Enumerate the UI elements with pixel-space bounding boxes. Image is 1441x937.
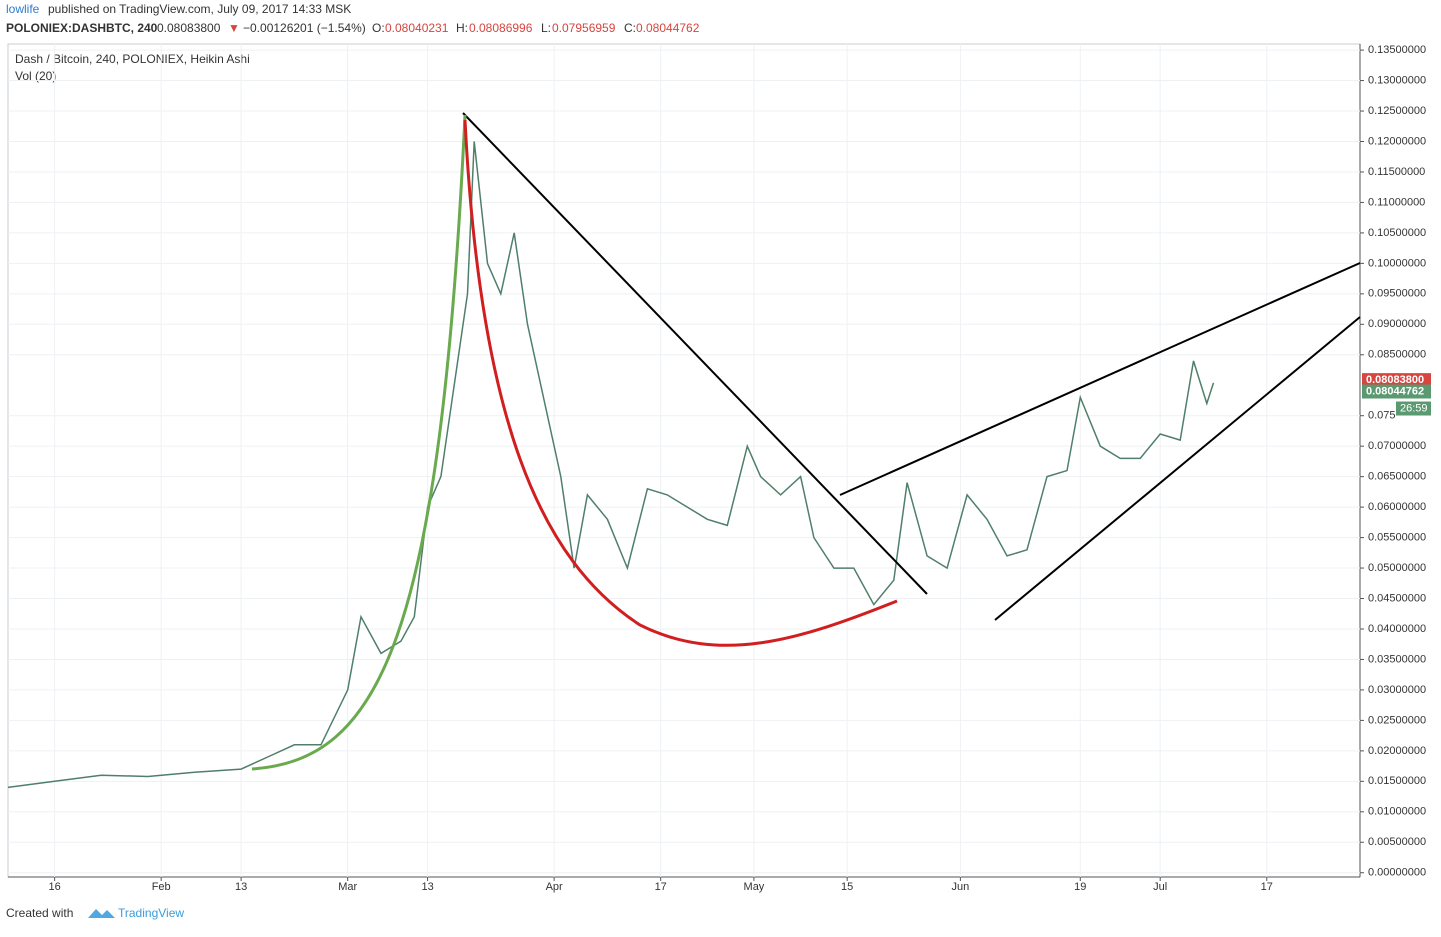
y-tick-label: 0.01000000 [1368,806,1426,818]
x-tick-label: 13 [235,881,247,893]
close: 0.08044762 [636,21,700,35]
y-tick-label: 0.11000000 [1368,196,1425,208]
x-tick-label: 19 [1074,881,1086,893]
x-tick-label: 16 [48,881,60,893]
trend-line [839,262,1361,496]
header: lowlife published on TradingView.com, Ju… [6,2,700,35]
y-tick-label: 0.13000000 [1368,74,1426,86]
cup-curve [463,119,898,647]
high-label: H: [456,21,468,35]
y-tick-label: 0.00000000 [1368,867,1426,879]
low: 0.07956959 [552,21,616,35]
y-tick-label: 0.06500000 [1368,471,1426,483]
y-tick-label: 0.10000000 [1368,257,1426,269]
marks [7,141,1215,789]
x-tick-label: May [744,881,765,893]
y-tick-label: 0.04000000 [1368,623,1426,635]
drawings [251,112,1361,771]
grid [8,44,1360,877]
x-tick-label: Mar [338,881,357,893]
y-tick-label: 0.02000000 [1368,745,1426,757]
trend-line [994,316,1361,621]
y-tick-label: 0.075 [1368,410,1396,422]
x-tick-label: Apr [546,881,563,893]
x-tick-label: Feb [152,881,171,893]
price-line [7,141,1215,789]
countdown-box [1396,401,1431,416]
symbol: POLONIEX:DASHBTC, 240 [6,21,158,35]
y-tick-label: 0.06000000 [1368,501,1426,513]
change-arrow: ▼ [228,21,240,35]
y-tick-label: 0.09500000 [1368,288,1426,300]
y-tick-label: 0.10500000 [1368,227,1426,239]
y-tick-label: 0.05000000 [1368,562,1426,574]
volume-label: Vol (20) [15,69,56,83]
y-tick-label: 0.07000000 [1368,440,1426,452]
y-tick-label: 0.00500000 [1368,836,1426,848]
x-tick-label: 13 [421,881,433,893]
price-label: 0.08044762 [1366,385,1424,397]
price-label-box [1362,373,1431,388]
x-tick-label: 15 [841,881,853,893]
y-tick-label: 0.12000000 [1368,135,1426,147]
footer-bg [0,898,1441,932]
created-with: Created with [6,906,73,920]
low-label: L: [541,21,551,35]
logo [88,909,115,918]
y-tick-label: 0.09000000 [1368,318,1426,330]
countdown: 26:59 [1400,402,1428,414]
y-tick-label: 0.01500000 [1368,775,1426,787]
y-tick-label: 0.12500000 [1368,105,1426,117]
y-tick-label: 0.13500000 [1368,44,1426,56]
y-tick-label: 0.04500000 [1368,592,1426,604]
published: published on TradingView.com, July 09, 2… [48,2,351,16]
change: −0.00126201 (−1.54%) [243,21,366,35]
y-tick-label: 0.05500000 [1368,531,1426,543]
author[interactable]: lowlife [6,2,40,16]
y-tick-label: 0.03000000 [1368,684,1426,696]
y-tick-label: 0.03500000 [1368,653,1426,665]
y-tick-label: 0.11500000 [1368,166,1425,178]
last-price: 0.08083800 [157,21,221,35]
y-tick-label: 0.08500000 [1368,349,1426,361]
high: 0.08086996 [469,21,533,35]
brand[interactable]: TradingView [118,906,184,920]
growth-curve [251,114,467,771]
open-label: O: [372,21,385,35]
close-label: C: [624,21,636,35]
price-label: 0.08083800 [1366,374,1424,386]
x-tick-label: Jun [952,881,970,893]
open: 0.08040231 [385,21,449,35]
x-tick-label: Jul [1153,881,1167,893]
price-label-box [1362,384,1431,399]
legend-title: Dash / Bitcoin, 240, POLONIEX, Heikin As… [15,52,250,66]
footer: Created with TradingView [0,898,1441,932]
x-tick-label: 17 [1261,881,1273,893]
y-tick-label: 0.02500000 [1368,714,1426,726]
trend-line [462,112,928,595]
x-tick-label: 17 [655,881,667,893]
